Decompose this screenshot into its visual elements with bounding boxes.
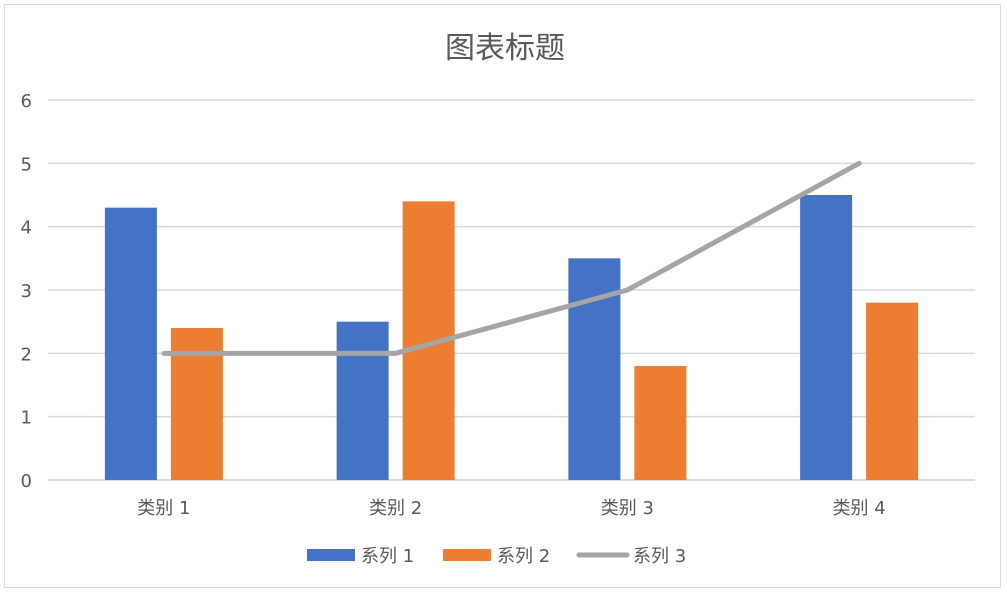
legend: 系列 1 系列 2 系列 3	[307, 546, 686, 567]
legend-label: 系列 2	[497, 546, 550, 567]
legend-label: 系列 3	[633, 546, 686, 567]
line-series-1	[161, 160, 862, 356]
bar-1-4	[800, 195, 853, 480]
bars	[104, 195, 919, 481]
x-tick-label: 类别 3	[601, 498, 654, 519]
y-tick-label: 0	[21, 471, 32, 492]
y-tick-label: 6	[21, 91, 32, 112]
y-tick-label: 4	[21, 218, 32, 239]
x-tick-label: 类别 1	[137, 498, 190, 519]
y-axis: 0 1 2 3 4 5 6	[21, 91, 32, 492]
bar-2-1	[170, 328, 223, 480]
y-tick-label: 3	[21, 281, 32, 302]
bar-2-4	[866, 302, 919, 480]
chart-title: 图表标题	[445, 31, 565, 66]
bar-1-1	[104, 207, 157, 480]
y-tick-label: 2	[21, 344, 32, 365]
x-axis: 类别 1 类别 2 类别 3 类别 4	[137, 498, 885, 519]
x-tick-label: 类别 2	[369, 498, 422, 519]
y-tick-label: 5	[21, 154, 32, 175]
legend-swatch	[307, 549, 355, 561]
bar-1-2	[336, 321, 389, 480]
line-series	[161, 160, 862, 356]
legend-label: 系列 1	[361, 546, 414, 567]
y-tick-label: 1	[21, 408, 32, 429]
legend-swatch	[443, 549, 491, 561]
x-tick-label: 类别 4	[833, 498, 886, 519]
bar-2-3	[634, 366, 687, 480]
